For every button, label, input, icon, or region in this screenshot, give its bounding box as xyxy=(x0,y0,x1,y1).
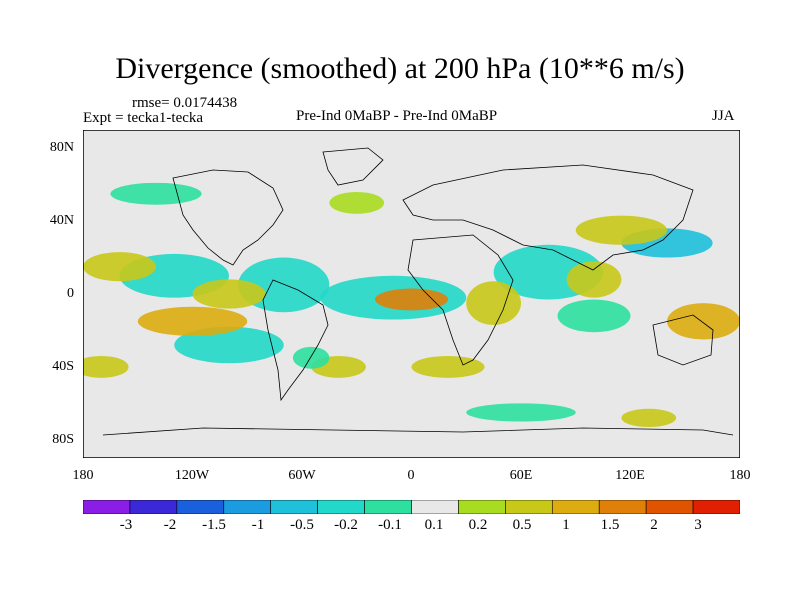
colorbar-label: -0.1 xyxy=(378,517,402,533)
divergence-region xyxy=(667,303,740,340)
colorbar-swatch xyxy=(458,500,506,514)
divergence-map xyxy=(83,130,740,458)
divergence-region xyxy=(411,355,485,378)
lon-tick-label: 180 xyxy=(729,468,751,483)
coastlines xyxy=(102,147,734,436)
colorbar-label: 0.5 xyxy=(512,517,532,533)
divergence-fields xyxy=(83,182,740,428)
lon-tick-label: 120E xyxy=(615,468,645,483)
map-title: Divergence (smoothed) at 200 hPa (10**6 … xyxy=(115,52,685,85)
colorbar-swatch xyxy=(83,500,131,514)
colorbar-swatch xyxy=(645,500,694,514)
colorbar-swatch xyxy=(270,500,318,514)
colorbar-label: -2 xyxy=(163,517,177,533)
lat-tick-label: 40N xyxy=(49,213,74,228)
lon-tick-label: 60E xyxy=(509,468,533,483)
divergence-region xyxy=(83,355,129,378)
colorbar-swatch xyxy=(598,500,647,514)
rmse-label: rmse= 0.0174438 xyxy=(132,95,238,111)
colorbar-label: 1.5 xyxy=(600,517,620,533)
colorbar-label: 0.2 xyxy=(468,517,488,533)
season-label: JJA xyxy=(712,108,735,124)
lat-tick-label: 80N xyxy=(49,140,74,155)
colorbar-label: 2 xyxy=(650,517,658,533)
lon-tick-label: 0 xyxy=(407,468,415,483)
divergence-region xyxy=(557,299,631,333)
colorbar-label: -0.2 xyxy=(334,517,358,533)
colorbar-swatch xyxy=(505,500,553,514)
colorbar-swatch xyxy=(411,500,459,514)
colorbar-swatch xyxy=(176,500,225,514)
divergence-region xyxy=(174,326,284,364)
colorbar-label: -1 xyxy=(251,517,265,533)
lon-tick-label: 60W xyxy=(288,468,316,483)
divergence-region xyxy=(566,261,622,298)
colorbar-swatch xyxy=(129,500,178,514)
colorbar-label: 1 xyxy=(562,517,570,533)
experiment-label: Expt = tecka1-tecka xyxy=(83,110,204,126)
lat-tick-label: 40S xyxy=(52,359,74,374)
divergence-region xyxy=(192,279,266,309)
lon-tick-label: 180 xyxy=(72,468,94,483)
comparison-label: Pre-Ind 0MaBP - Pre-Ind 0MaBP xyxy=(296,108,498,124)
lat-tick-label: 80S xyxy=(52,432,74,447)
divergence-region xyxy=(375,288,448,311)
colorbar-label: 0.1 xyxy=(424,517,444,533)
colorbar-label: -1.5 xyxy=(202,517,226,533)
colorbar-label: -0.5 xyxy=(290,517,314,533)
colorbar-swatch xyxy=(551,500,600,514)
colorbar-label: 3 xyxy=(694,517,702,533)
lat-tick-label: 0 xyxy=(67,286,74,301)
divergence-region xyxy=(575,215,667,245)
divergence-region xyxy=(466,281,521,325)
divergence-region xyxy=(137,306,248,336)
colorbar-swatch xyxy=(223,500,272,514)
colorbar-swatch xyxy=(692,500,740,514)
colorbar-swatch xyxy=(364,500,412,514)
colorbar xyxy=(83,500,740,514)
colorbar-swatch xyxy=(317,500,365,514)
divergence-region xyxy=(110,182,202,205)
divergence-region xyxy=(621,408,677,428)
divergence-region xyxy=(329,191,385,214)
colorbar-label: -3 xyxy=(119,517,133,533)
divergence-region xyxy=(466,403,576,422)
divergence-region xyxy=(83,252,156,282)
lon-tick-label: 120W xyxy=(174,468,210,483)
divergence-region xyxy=(292,346,330,369)
